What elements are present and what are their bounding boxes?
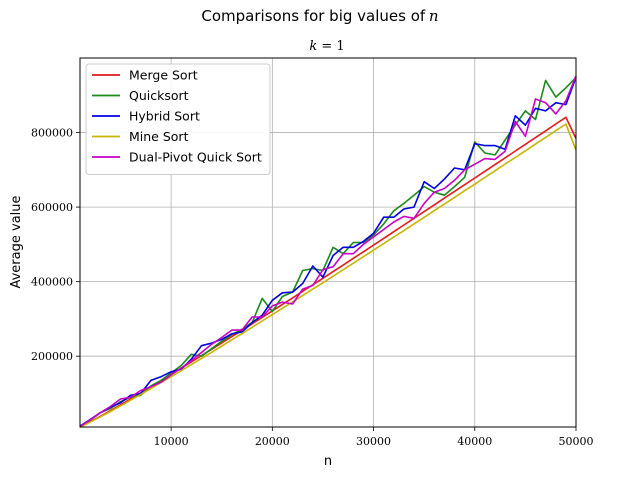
series-line-quicksort [79,76,577,427]
y-tick-label: 200000 [31,350,73,363]
legend-box [85,63,271,175]
y-tick-label: 800000 [31,127,73,140]
series-line-dual-pivot-quick-sort [79,75,577,428]
x-tick-label: 20000 [255,435,290,448]
x-tick-label: 40000 [457,435,492,448]
legend-label-merge-sort: Merge Sort [129,68,198,83]
x-tick-label: 50000 [559,435,594,448]
series-line-hybrid-sort [79,77,577,427]
x-tick-label: 10000 [154,435,189,448]
y-tick-label: 600000 [31,201,73,214]
series-layer [79,75,577,428]
chart-title-variable: n [429,7,439,25]
legend-label-hybrid-sort: Hybrid Sort [129,109,200,124]
tick-layer: 10000 20000 30000 40000 50000 200000 400000 600… [31,127,594,448]
x-tick-label: 30000 [356,435,391,448]
legend-label-quicksort: Quicksort [129,88,189,103]
chart-title-text: Comparisons for big values of [201,7,425,25]
legend-label-dual-pivot-quick-sort: Dual-Pivot Quick Sort [129,150,262,165]
chart-subtitle-variable: k [309,39,317,54]
chart-subtitle: k = 1 [309,39,344,54]
chart-title: Comparisons for big values of n [201,7,438,25]
legend: Merge Sort Quicksort Hybrid Sort Mine Sort D… [85,63,271,175]
y-axis-label: Average value [9,195,24,288]
x-axis-label: n [324,454,332,469]
chart-subtitle-value: = 1 [321,39,344,54]
y-tick-label: 400000 [31,276,73,289]
plot-frame [79,57,577,428]
legend-label-mine-sort: Mine Sort [129,129,189,144]
